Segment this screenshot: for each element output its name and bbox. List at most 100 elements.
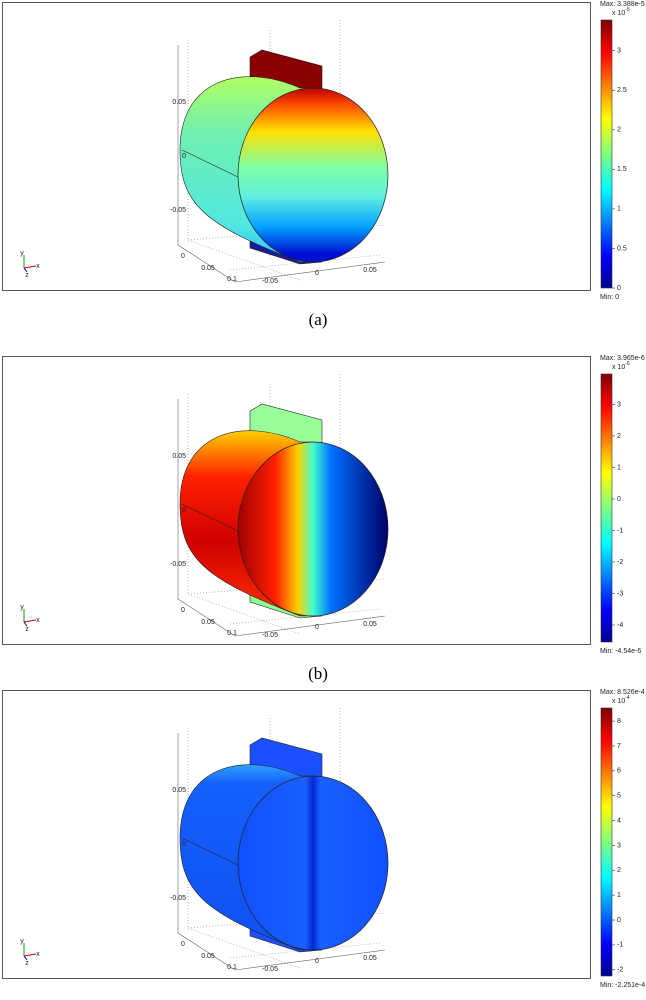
max-label: Max: 3.388e-5 bbox=[600, 1, 645, 8]
triad-label: z bbox=[25, 960, 29, 967]
colorbar-tick-label: 5 bbox=[617, 793, 621, 800]
triad-label: y bbox=[20, 250, 24, 257]
colorbar-tick-label: 4 bbox=[617, 817, 621, 824]
cylinder-face bbox=[237, 775, 389, 951]
min-label: Min: 0 bbox=[600, 294, 619, 301]
panel: 0.05 0 -0.05 0 0.05 0.1 -0.05 0 0.05 y xz 0 0.5 1 1.5 2… bbox=[2, 1, 645, 329]
triad-axis bbox=[23, 621, 28, 627]
colorbar-tick-label: 1 bbox=[617, 892, 621, 899]
axis-tick-label: -0.05 bbox=[262, 278, 278, 285]
colorbar-tick-label: 2 bbox=[617, 433, 621, 440]
colorbar-tick-label: -3 bbox=[617, 590, 623, 597]
colorbar-exponent: x 10-4 bbox=[612, 695, 630, 705]
body-edge bbox=[181, 149, 241, 179]
axis-tick-label: 0.05 bbox=[363, 955, 377, 962]
colorbar-tick-label: -1 bbox=[617, 942, 623, 949]
body-edge bbox=[181, 503, 241, 533]
colorbar-tick-label: -2 bbox=[617, 559, 623, 566]
grid-line-3d bbox=[187, 927, 301, 969]
colorbar-tick-label: -2 bbox=[617, 967, 623, 974]
axis-tick-label: 0.1 bbox=[227, 964, 237, 971]
triad-label: z bbox=[25, 272, 29, 279]
axis-tick-label: 0.1 bbox=[227, 630, 237, 637]
colorbar-tick-label: 3 bbox=[617, 842, 621, 849]
colorbar-tick-label: 3 bbox=[617, 48, 621, 55]
colorbar-tick-label: 2 bbox=[617, 867, 621, 874]
max-label: Max: 3.965e-6 bbox=[600, 355, 645, 362]
caption: (c) bbox=[309, 998, 328, 1000]
axis-tick-label: 0.05 bbox=[201, 953, 215, 960]
axis-tick-label: 0.05 bbox=[172, 99, 186, 106]
grid-line-3d bbox=[187, 239, 301, 281]
axis-tick-label: -0.05 bbox=[170, 561, 186, 568]
axis-tick-label: 0 bbox=[182, 507, 186, 514]
triad-label: x bbox=[36, 263, 40, 270]
axis-tick-label: 0 bbox=[315, 270, 319, 277]
exponent-power: -4 bbox=[625, 695, 630, 701]
exponent-power: -6 bbox=[625, 361, 630, 367]
axis-tick-label: 0 bbox=[315, 958, 319, 965]
axis-tick-label: -0.05 bbox=[170, 207, 186, 214]
max-label: Max: 8.526e-4 bbox=[600, 689, 645, 696]
axis-tick-label: 0 bbox=[181, 253, 185, 260]
panel: 0.05 0 -0.05 0 0.05 0.1 -0.05 0 0.05 y xz -4 -3 -2 -1 0… bbox=[2, 355, 645, 683]
axis-tick-label: -0.05 bbox=[170, 895, 186, 902]
colorbar-tick-label: 0 bbox=[617, 285, 621, 292]
axis-tick-label: 0 bbox=[315, 624, 319, 631]
exponent-base: x 10 bbox=[612, 364, 625, 371]
colorbar-tick-label: -1 bbox=[617, 527, 623, 534]
axis-3d bbox=[234, 949, 386, 971]
colorbar-tick-label: 1 bbox=[617, 464, 621, 471]
axis-tick-label: 0.05 bbox=[201, 619, 215, 626]
triad-label: z bbox=[25, 626, 29, 633]
axis-tick-label: -0.05 bbox=[262, 632, 278, 639]
axis-tick-label: 0 bbox=[182, 841, 186, 848]
triad-label: x bbox=[36, 617, 40, 624]
colorbar-exponent: x 10-5 bbox=[612, 7, 630, 17]
axis-3d bbox=[234, 615, 386, 637]
triad-label: y bbox=[20, 938, 24, 945]
caption: (b) bbox=[308, 664, 328, 683]
min-label: Min: -2.251e-4 bbox=[600, 982, 645, 989]
colorbar-tick-label: 1.5 bbox=[617, 166, 627, 173]
exponent-base: x 10 bbox=[612, 698, 625, 705]
triad-axis bbox=[23, 267, 28, 273]
axis-tick-label: 0 bbox=[181, 941, 185, 948]
colorbar-tick-label: 3 bbox=[617, 401, 621, 408]
colorbar bbox=[600, 19, 613, 289]
axis-tick-label: 0.05 bbox=[172, 453, 186, 460]
colorbar bbox=[600, 373, 613, 643]
triad-axis bbox=[23, 953, 37, 957]
colorbar-tick-label: 2 bbox=[617, 127, 621, 134]
triad-axis bbox=[23, 955, 28, 961]
colorbar-tick-label: 0 bbox=[617, 496, 621, 503]
colorbar-tick-label: 6 bbox=[617, 768, 621, 775]
colorbar-tick-label: 1 bbox=[617, 206, 621, 213]
axis-tick-label: 0.05 bbox=[363, 621, 377, 628]
colorbar bbox=[600, 707, 613, 977]
exponent-base: x 10 bbox=[612, 10, 625, 17]
axis-3d bbox=[177, 598, 236, 637]
colorbar-tick-label: 0.5 bbox=[617, 245, 627, 252]
axis-tick-label: 0 bbox=[181, 607, 185, 614]
caption: (a) bbox=[309, 310, 328, 329]
min-label: Min: -4.54e-6 bbox=[600, 648, 641, 655]
axis-tick-label: 0 bbox=[182, 153, 186, 160]
cylinder-face bbox=[237, 87, 389, 263]
colorbar-tick-label: 2.5 bbox=[617, 87, 627, 94]
colorbar-tick-label: 7 bbox=[617, 743, 621, 750]
grid-line-3d bbox=[187, 593, 301, 635]
cylinder-face bbox=[237, 441, 389, 617]
axis-3d bbox=[177, 244, 236, 283]
panel: 0.05 0 -0.05 0 0.05 0.1 -0.05 0 0.05 y xz -2 -1 0 1 2 3 4… bbox=[2, 689, 645, 1000]
axis-tick-label: 0.1 bbox=[227, 276, 237, 283]
colorbar-tick-label: 8 bbox=[617, 718, 621, 725]
axis-tick-label: 0.05 bbox=[363, 267, 377, 274]
exponent-power: -5 bbox=[625, 7, 630, 13]
colorbar-exponent: x 10-6 bbox=[612, 361, 630, 371]
axis-3d bbox=[234, 261, 386, 283]
triad-label: y bbox=[20, 604, 24, 611]
body-edge bbox=[181, 837, 241, 867]
colorbar-tick-label: -4 bbox=[617, 622, 623, 629]
